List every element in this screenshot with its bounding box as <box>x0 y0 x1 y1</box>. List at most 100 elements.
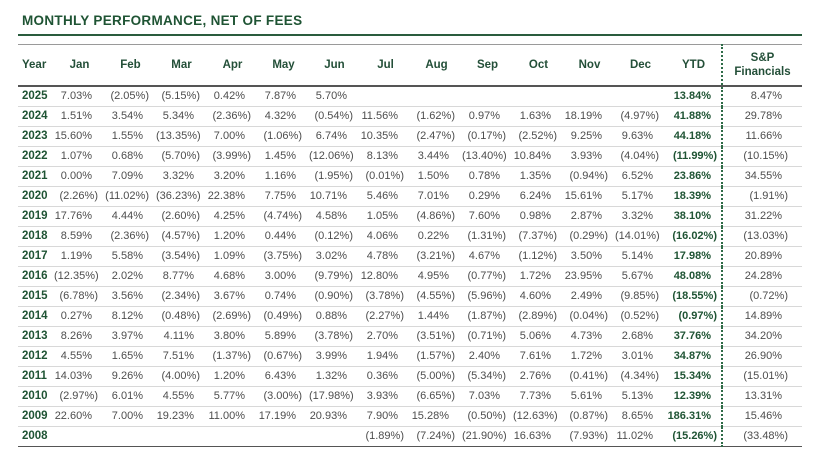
column-header-jul: Jul <box>360 44 411 87</box>
month-cell: (2.69%) <box>207 306 258 327</box>
sp-financials-cell: (33.48%) <box>721 426 802 447</box>
month-cell: 7.03% <box>462 386 513 407</box>
month-cell: 1.45% <box>258 146 309 167</box>
month-cell: (9.85%) <box>615 286 666 307</box>
title-underline <box>18 34 802 36</box>
month-cell: 4.11% <box>156 326 207 347</box>
month-cell: (0.29%) <box>564 226 615 247</box>
ytd-cell: (11.99%) <box>666 146 722 167</box>
month-cell: (0.17%) <box>462 126 513 147</box>
month-cell: 16.63% <box>513 426 564 447</box>
year-cell: 2009 <box>18 406 54 427</box>
month-cell: (0.52%) <box>615 306 666 327</box>
month-cell: (1.31%) <box>462 226 513 247</box>
year-cell: 2011 <box>18 366 54 387</box>
year-cell: 2019 <box>18 206 54 227</box>
table-row: 2014 0.27% 8.12% (0.48%) (2.69%) (0.49%) 0.88%… <box>18 306 802 327</box>
month-cell: 7.00% <box>105 406 156 427</box>
sp-financials-cell: 31.22% <box>721 206 802 227</box>
month-cell: (4.97%) <box>615 106 666 127</box>
year-cell: 2017 <box>18 246 54 267</box>
month-cell: 4.55% <box>156 386 207 407</box>
column-header-aug: Aug <box>411 44 462 87</box>
year-cell: 2015 <box>18 286 54 307</box>
ytd-cell: 12.39% <box>666 386 722 407</box>
month-cell: 1.20% <box>207 226 258 247</box>
month-cell: 7.09% <box>105 166 156 187</box>
month-cell: 7.87% <box>258 86 309 107</box>
performance-table: Year Jan Feb Mar Apr May Jun Jul Aug Sep… <box>18 44 802 447</box>
month-cell: 0.97% <box>462 106 513 127</box>
sp-header-line2: Financials <box>734 66 791 78</box>
month-cell: (3.78%) <box>360 286 411 307</box>
month-cell: 10.71% <box>309 186 360 207</box>
month-cell: 7.00% <box>207 126 258 147</box>
table-row: 2016 (12.35%) 2.02% 8.77% 4.68% 3.00% (9.79%) 1… <box>18 266 802 287</box>
month-cell: 0.29% <box>462 186 513 207</box>
month-cell: 11.00% <box>207 406 258 427</box>
month-cell: 4.06% <box>360 226 411 247</box>
month-cell: 0.88% <box>309 306 360 327</box>
month-cell: (2.36%) <box>207 106 258 127</box>
table-row: 2018 8.59% (2.36%) (4.57%) 1.20% 0.44% (0.12%)… <box>18 226 802 247</box>
month-cell: (0.49%) <box>258 306 309 327</box>
month-cell: (4.34%) <box>615 366 666 387</box>
month-cell: 3.54% <box>105 106 156 127</box>
ytd-cell: 48.08% <box>666 266 722 287</box>
month-cell: (0.87%) <box>564 406 615 427</box>
month-cell: 0.68% <box>105 146 156 167</box>
month-cell: 15.61% <box>564 186 615 207</box>
ytd-cell: 44.18% <box>666 126 722 147</box>
month-cell: 5.34% <box>156 106 207 127</box>
month-cell: 3.67% <box>207 286 258 307</box>
column-header-year: Year <box>18 44 54 87</box>
month-cell: 15.60% <box>54 126 105 147</box>
month-cell: (3.75%) <box>258 246 309 267</box>
month-cell: 9.25% <box>564 126 615 147</box>
month-cell: 1.72% <box>513 266 564 287</box>
sp-financials-cell: 20.89% <box>721 246 802 267</box>
ytd-cell: 41.88% <box>666 106 722 127</box>
month-cell: 1.63% <box>513 106 564 127</box>
month-cell: 15.28% <box>411 406 462 427</box>
month-cell: 1.20% <box>207 366 258 387</box>
column-header-ytd: YTD <box>666 44 722 87</box>
month-cell: 8.77% <box>156 266 207 287</box>
month-cell: 3.99% <box>309 346 360 367</box>
month-cell: 5.58% <box>105 246 156 267</box>
year-cell: 2012 <box>18 346 54 367</box>
month-cell: (3.99%) <box>207 146 258 167</box>
month-cell: 0.42% <box>207 86 258 107</box>
month-cell: (5.96%) <box>462 286 513 307</box>
year-cell: 2020 <box>18 186 54 207</box>
month-cell: (0.04%) <box>564 306 615 327</box>
table-row: 2012 4.55% 1.65% 7.51% (1.37%) (0.67%) 3.99% 1.… <box>18 346 802 367</box>
month-cell: 4.78% <box>360 246 411 267</box>
month-cell: 5.13% <box>615 386 666 407</box>
month-cell: (7.37%) <box>513 226 564 247</box>
month-cell: 5.77% <box>207 386 258 407</box>
year-cell: 2024 <box>18 106 54 127</box>
month-cell: (5.15%) <box>156 86 207 107</box>
ytd-cell: (16.02%) <box>666 226 722 247</box>
month-cell: (0.50%) <box>462 406 513 427</box>
column-header-sp-financials: S&P Financials <box>721 44 802 87</box>
month-cell <box>564 86 615 107</box>
month-cell: 1.19% <box>54 246 105 267</box>
month-cell: (17.98%) <box>309 386 360 407</box>
month-cell: 3.93% <box>564 146 615 167</box>
column-header-feb: Feb <box>105 44 156 87</box>
month-cell: 1.55% <box>105 126 156 147</box>
table-row: 2008 (1.89%) (7.24%) (21.90%) 16.63% (7.93%) 1… <box>18 426 802 447</box>
month-cell: 0.00% <box>54 166 105 187</box>
month-cell: 1.50% <box>411 166 462 187</box>
month-cell: (1.57%) <box>411 346 462 367</box>
month-cell: 3.00% <box>258 266 309 287</box>
month-cell: 2.87% <box>564 206 615 227</box>
month-cell <box>513 86 564 107</box>
month-cell: (1.06%) <box>258 126 309 147</box>
ytd-cell: 38.10% <box>666 206 722 227</box>
month-cell: (14.01%) <box>615 226 666 247</box>
month-cell: (21.90%) <box>462 426 513 447</box>
